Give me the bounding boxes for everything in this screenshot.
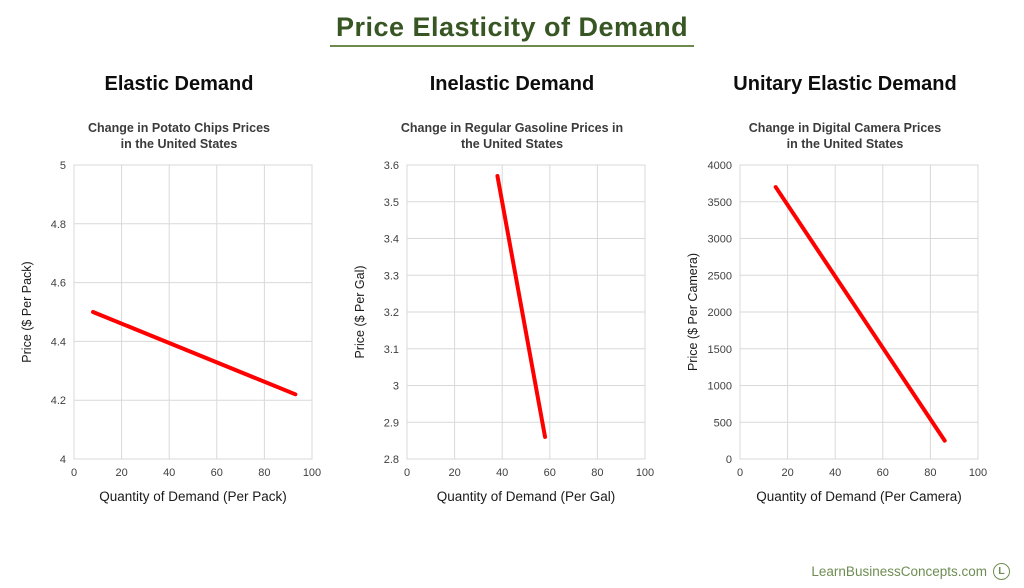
y-tick-label: 3500 bbox=[708, 196, 732, 208]
y-tick-label: 4.8 bbox=[51, 218, 66, 230]
y-tick-label: 4 bbox=[60, 454, 66, 466]
chart-title: Change in Regular Gasoline Prices in the… bbox=[349, 120, 675, 153]
panel-unitary-elastic-demand: Unitary Elastic Demand Change in Digital… bbox=[682, 73, 1008, 514]
y-tick-label: 3.1 bbox=[384, 343, 399, 355]
y-tick-label: 4000 bbox=[708, 160, 732, 172]
site-credit-text: LearnBusinessConcepts.com bbox=[811, 564, 987, 579]
chart-title-line: the United States bbox=[460, 137, 564, 152]
y-axis-label: Price ($ Per Camera) bbox=[686, 252, 700, 370]
x-tick-label: 80 bbox=[924, 467, 936, 479]
charts-row: Elastic Demand Change in Potato Chips Pr… bbox=[0, 73, 1024, 514]
x-tick-label: 40 bbox=[496, 467, 508, 479]
x-tick-label: 40 bbox=[829, 467, 841, 479]
y-tick-label: 5 bbox=[60, 160, 66, 172]
chart-title-line: in the United States bbox=[120, 137, 238, 152]
x-tick-label: 0 bbox=[737, 467, 743, 479]
y-tick-label: 2000 bbox=[708, 307, 732, 319]
y-tick-label: 0 bbox=[726, 454, 732, 466]
x-axis-label: Quantity of Demand (Per Camera) bbox=[756, 489, 962, 504]
chart-title-line: Change in Digital Camera Prices bbox=[748, 121, 942, 135]
y-tick-label: 3.6 bbox=[384, 160, 399, 172]
y-axis-label: Price ($ Per Gal) bbox=[353, 265, 367, 358]
chart-title-line: in the United States bbox=[786, 137, 904, 152]
page-header: Price Elasticity of Demand bbox=[0, 12, 1024, 47]
x-tick-label: 20 bbox=[781, 467, 793, 479]
site-credit: LearnBusinessConcepts.com L bbox=[811, 563, 1010, 580]
y-tick-label: 4.4 bbox=[51, 336, 66, 348]
y-tick-label: 3.5 bbox=[384, 196, 399, 208]
x-tick-label: 60 bbox=[877, 467, 889, 479]
y-tick-label: 2.8 bbox=[384, 454, 399, 466]
plot-border bbox=[73, 164, 313, 459]
panel-heading: Unitary Elastic Demand bbox=[733, 73, 957, 95]
chart-title: Change in Potato Chips Prices in the Uni… bbox=[16, 120, 342, 153]
y-tick-label: 2500 bbox=[708, 270, 732, 282]
x-axis-label: Quantity of Demand (Per Gal) bbox=[437, 489, 616, 504]
panel-elastic-demand: Elastic Demand Change in Potato Chips Pr… bbox=[16, 73, 342, 514]
line-chart-inelastic: 2.8 2.9 3 3.1 3.2 3.3 3.4 3.5 3.6 0 20 40 60 80 100 Pri… bbox=[349, 157, 675, 514]
y-tick-label: 2.9 bbox=[384, 417, 399, 429]
plot-border bbox=[739, 164, 979, 459]
page: { "header": { "title": "Price Elasticity… bbox=[0, 12, 1024, 588]
line-chart-elastic: 4 4.2 4.4 4.6 4.8 5 0 20 40 60 80 100 Price ($ Per P… bbox=[16, 157, 342, 514]
x-tick-label: 0 bbox=[404, 467, 410, 479]
y-tick-label: 3.3 bbox=[384, 270, 399, 282]
panel-heading: Elastic Demand bbox=[104, 73, 254, 95]
demand-curve bbox=[773, 184, 947, 443]
x-tick-label: 100 bbox=[636, 467, 654, 479]
line-chart-unitary: 0 500 1000 1500 2000 2500 3000 3500 4000 0 20 40 60 8… bbox=[682, 157, 1008, 514]
x-tick-label: 20 bbox=[115, 467, 127, 479]
x-tick-label: 60 bbox=[544, 467, 556, 479]
chart-title-line: Change in Regular Gasoline Prices in bbox=[400, 121, 624, 135]
x-tick-label: 80 bbox=[258, 467, 270, 479]
y-tick-label: 3.4 bbox=[384, 233, 399, 245]
chart-svg: 4 4.2 4.4 4.6 4.8 5 0 20 40 60 80 100 Price ($ Per P… bbox=[20, 160, 321, 504]
demand-curve bbox=[495, 173, 548, 439]
demand-curve bbox=[91, 309, 298, 396]
x-tick-label: 100 bbox=[969, 467, 987, 479]
brand-logo-icon: L bbox=[993, 563, 1010, 580]
x-tick-label: 60 bbox=[211, 467, 223, 479]
panel-heading: Inelastic Demand bbox=[429, 73, 595, 95]
y-tick-label: 1500 bbox=[708, 343, 732, 355]
chart-title-line: Change in Potato Chips Prices bbox=[88, 121, 270, 135]
y-tick-label: 3.2 bbox=[384, 307, 399, 319]
y-tick-label: 4.6 bbox=[51, 277, 66, 289]
chart-title: Change in Digital Camera Prices in the U… bbox=[682, 120, 1008, 153]
x-tick-label: 80 bbox=[591, 467, 603, 479]
x-tick-label: 0 bbox=[71, 467, 77, 479]
y-tick-label: 1000 bbox=[708, 380, 732, 392]
y-tick-label: 4.2 bbox=[51, 395, 66, 407]
y-axis-label: Price ($ Per Pack) bbox=[20, 261, 34, 362]
x-tick-label: 100 bbox=[303, 467, 321, 479]
chart-svg: 0 500 1000 1500 2000 2500 3000 3500 4000 0 20 40 60 8… bbox=[686, 160, 987, 504]
chart-svg: 2.8 2.9 3 3.1 3.2 3.3 3.4 3.5 3.6 0 20 40 60 80 100 Pri… bbox=[353, 160, 654, 504]
x-tick-label: 20 bbox=[448, 467, 460, 479]
y-tick-label: 500 bbox=[714, 417, 732, 429]
y-tick-label: 3 bbox=[393, 380, 399, 392]
panel-inelastic-demand: Inelastic Demand Change in Regular Gasol… bbox=[349, 73, 675, 514]
y-tick-label: 3000 bbox=[708, 233, 732, 245]
plot-border bbox=[406, 164, 646, 459]
page-title: Price Elasticity of Demand bbox=[329, 12, 695, 47]
x-tick-label: 40 bbox=[163, 467, 175, 479]
x-axis-label: Quantity of Demand (Per Pack) bbox=[99, 489, 287, 504]
